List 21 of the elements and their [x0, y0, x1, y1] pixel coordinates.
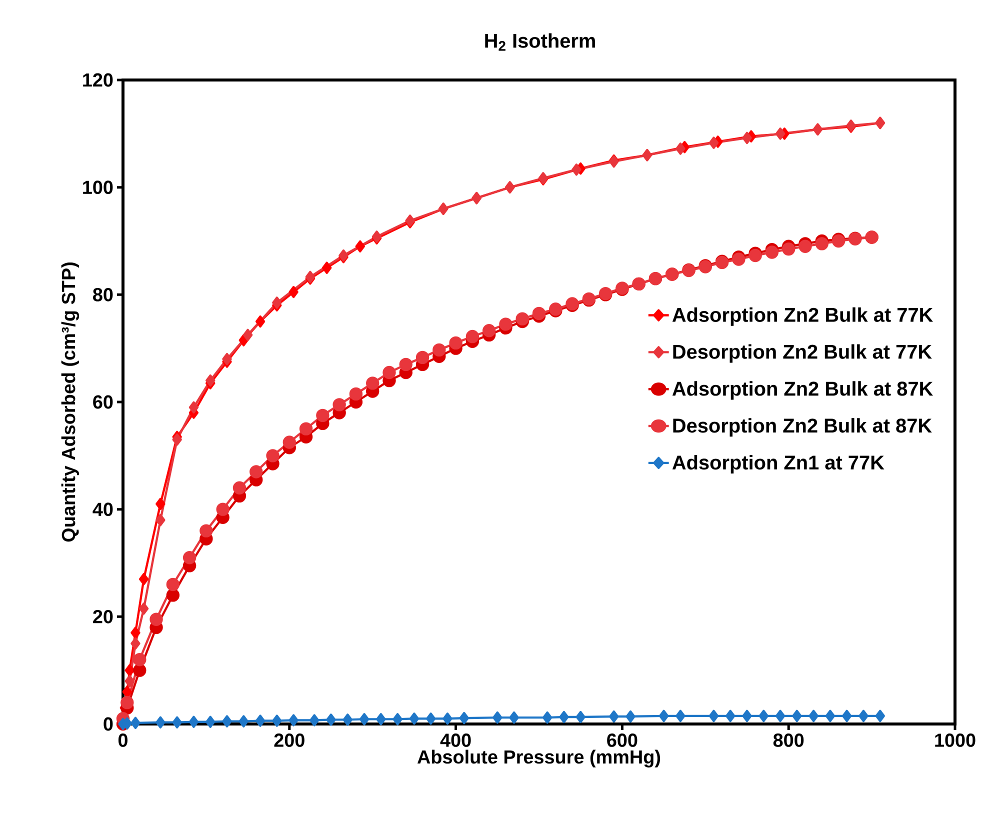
- y-tick-label: 0: [104, 717, 113, 731]
- x-axis-title: Absolute Pressure (mmHg): [417, 750, 660, 768]
- legend-label: Adsorption Zn2 Bulk at 77K: [672, 307, 933, 326]
- y-axis-title: Quantity Adsorbed (cm³/g STP): [61, 262, 80, 542]
- y-tick-label: 40: [92, 502, 113, 516]
- y-tick-label: 60: [93, 395, 113, 409]
- y-tick-label: 100: [83, 180, 113, 194]
- legend-label: Desorption Zn2 Bulk at 87K: [673, 418, 932, 437]
- x-tick-label: 400: [440, 734, 471, 747]
- y-tick-label: 20: [93, 610, 113, 624]
- legend-label: Adsorption Zn2 Bulk at 87K: [672, 381, 933, 400]
- legend-label: Desorption Zn2 Bulk at 77K: [673, 344, 932, 363]
- x-tick-label: 800: [773, 734, 804, 747]
- y-tick-label: 120: [83, 73, 113, 87]
- x-tick-label: 600: [607, 734, 638, 747]
- legend-label: Adsorption Zn1 at 77K: [672, 454, 884, 474]
- x-tick-label: 1000: [935, 734, 976, 747]
- x-tick-label: 0: [118, 734, 128, 747]
- chart-title: H$_{2}$ Isotherm: [485, 33, 595, 51]
- y-tick-label: 80: [93, 288, 113, 302]
- x-tick-label: 200: [274, 734, 304, 747]
